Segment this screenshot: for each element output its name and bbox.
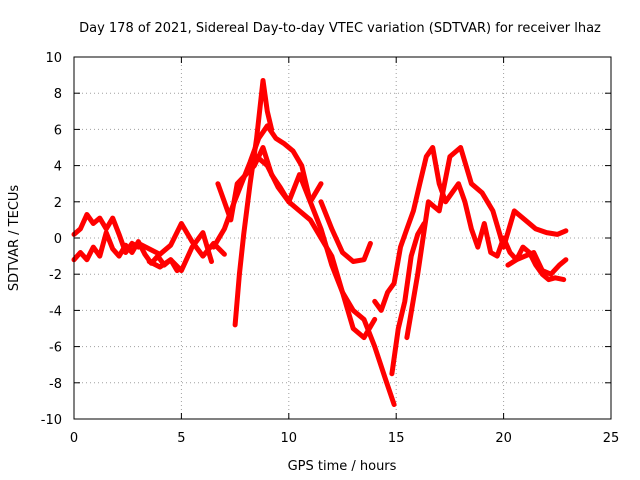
y-tick-label: -8 — [49, 377, 62, 392]
x-tick-label: 5 — [177, 431, 185, 446]
y-tick-label: -6 — [49, 341, 62, 356]
series-track-g — [232, 78, 275, 328]
axis-ticks — [73, 56, 612, 420]
series-track-k — [404, 145, 569, 341]
x-tick-label: 10 — [281, 431, 298, 446]
x-tick-label: 15 — [388, 431, 405, 446]
series-track-h — [254, 154, 378, 341]
x-tick-labels: 0 5 10 15 20 25 — [70, 431, 619, 446]
y-tick-label: -2 — [49, 268, 62, 283]
series-track-l — [389, 221, 427, 377]
series-track-f — [215, 145, 324, 223]
chart-title: Day 178 of 2021, Sidereal Day-to-day VTE… — [79, 21, 601, 36]
x-axis-label: GPS time / hours — [288, 459, 397, 474]
y-tick-labels: -10 -8 -6 -4 -2 0 2 4 6 8 10 — [41, 51, 62, 428]
x-tick-label: 0 — [70, 431, 78, 446]
grid — [74, 57, 611, 419]
series-track-m — [505, 250, 569, 277]
y-tick-label: 4 — [54, 160, 62, 175]
y-tick-label: -4 — [49, 304, 62, 319]
y-tick-label: 10 — [45, 51, 62, 66]
x-tick-label: 25 — [603, 431, 620, 446]
y-tick-label: -10 — [41, 413, 62, 428]
y-tick-label: 8 — [54, 87, 62, 102]
series-track-b — [71, 212, 141, 255]
y-tick-label: 0 — [54, 232, 62, 247]
data-series — [71, 78, 569, 407]
y-axis-label: SDTVAR / TECUs — [7, 185, 22, 292]
series-track-i — [318, 199, 373, 264]
y-tick-label: 2 — [54, 196, 62, 211]
series-track-c — [135, 221, 227, 259]
series-track-d — [146, 230, 214, 274]
y-tick-label: 6 — [54, 123, 62, 138]
x-tick-label: 20 — [495, 431, 512, 446]
